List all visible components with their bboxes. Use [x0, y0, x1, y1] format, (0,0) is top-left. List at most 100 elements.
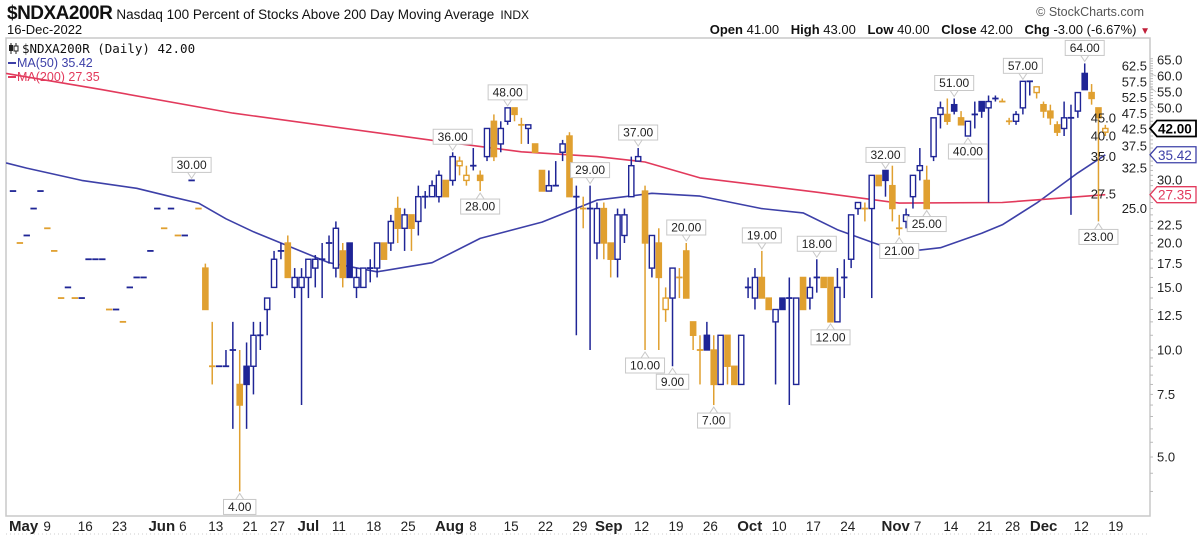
candle — [896, 214, 903, 236]
candle-body — [930, 117, 937, 158]
candle — [607, 242, 614, 278]
candle — [696, 335, 704, 385]
price-annotation: 20.00 — [666, 219, 707, 242]
candle — [497, 121, 505, 153]
y-tick-label: 17.5 — [1157, 256, 1182, 271]
candle — [490, 114, 498, 162]
candle — [305, 258, 312, 299]
annotation-label: 9.00 — [661, 375, 685, 389]
price-marker-box — [1149, 186, 1197, 204]
candle — [772, 308, 779, 385]
candle — [868, 174, 876, 299]
annotation-label: 4.00 — [228, 500, 252, 514]
candle — [662, 287, 669, 322]
price-annotation: 19.00 — [741, 227, 782, 250]
candle — [332, 221, 340, 278]
annotation-box — [618, 124, 659, 141]
annotation-pointer — [709, 406, 719, 414]
annotation-label: 7.00 — [702, 414, 726, 428]
candle — [380, 242, 388, 260]
candle-body — [270, 258, 278, 289]
candle — [373, 242, 381, 278]
high-label: High — [790, 22, 820, 37]
candle-body — [531, 143, 539, 153]
candle — [875, 174, 882, 187]
annotation-label: 51.00 — [939, 76, 969, 90]
candle — [284, 235, 292, 279]
y-tick-label: 32.5 — [1122, 161, 1147, 176]
candle — [229, 321, 237, 429]
candle — [710, 335, 718, 406]
candle-body — [311, 258, 319, 269]
annotation-pointer — [922, 209, 932, 217]
chart-date: 16-Dec-2022 — [7, 22, 83, 37]
candle — [834, 268, 841, 323]
y-tick-label: 60.0 — [1157, 69, 1182, 84]
candle — [524, 124, 532, 144]
candle-body — [950, 103, 958, 112]
candle — [985, 95, 992, 203]
annotation-box — [460, 198, 501, 215]
y-tick-label: 50.0 — [1157, 101, 1182, 116]
annotation-box — [625, 357, 666, 374]
price-marker-label: 42.00 — [1158, 121, 1192, 136]
candle — [428, 180, 436, 198]
candle — [758, 250, 766, 299]
candle-body — [909, 174, 917, 198]
candle — [964, 120, 972, 137]
candle — [483, 127, 491, 162]
y-tick-label: 22.5 — [1157, 217, 1182, 232]
candle — [442, 179, 450, 198]
candle — [559, 139, 566, 162]
annotation-label: 25.00 — [912, 217, 942, 231]
annotation-box — [947, 143, 988, 160]
price-annotation: 48.00 — [487, 84, 528, 107]
price-marker: 35.42 — [1149, 146, 1197, 164]
candle — [346, 242, 353, 279]
annotation-pointer — [187, 172, 197, 180]
candle-body — [854, 201, 862, 210]
candle — [435, 170, 443, 203]
legend-ma200: MA(200) 27.35 — [17, 70, 100, 84]
candle — [676, 268, 683, 299]
annotation-label: 19.00 — [747, 228, 777, 242]
annotation-pointer — [894, 236, 904, 244]
candle — [298, 268, 305, 406]
candle-body — [641, 190, 649, 244]
candle-body — [236, 383, 244, 406]
candle — [353, 268, 360, 299]
y-tick-leader — [1149, 101, 1157, 109]
candle-body — [703, 334, 711, 351]
candle-body — [435, 174, 443, 198]
candle-body — [538, 169, 546, 192]
candle-body — [682, 250, 690, 299]
candle-body — [1040, 103, 1047, 112]
candle — [318, 243, 326, 299]
symbol-description: Nasdaq 100 Percent of Stocks Above 200 D… — [116, 7, 495, 22]
candle — [944, 98, 951, 125]
x-month-label: Aug — [435, 518, 464, 535]
down-arrow-icon: ▼ — [1140, 26, 1150, 37]
candle-body — [868, 174, 876, 210]
candle — [621, 208, 628, 243]
open-value: 41.00 — [746, 22, 780, 37]
y-tick-label: 20.0 — [1157, 236, 1182, 251]
candle-body — [408, 214, 415, 229]
x-day-label: 26 — [703, 519, 718, 534]
candle-body — [655, 242, 663, 279]
candle-body — [724, 334, 731, 367]
y-tick-label: 65.0 — [1157, 53, 1182, 68]
annotation-label: 57.00 — [1008, 59, 1038, 73]
annotation-box — [865, 146, 906, 163]
candle-body — [1012, 113, 1020, 122]
y-tick-label: 42.5 — [1122, 122, 1147, 137]
candle-body — [463, 174, 470, 182]
candle — [799, 276, 807, 311]
x-day-label: 8 — [469, 519, 477, 534]
annotation-pointer — [633, 139, 643, 147]
price-marker-box — [1149, 146, 1197, 164]
candle-body — [710, 349, 718, 386]
x-day-label: 16 — [78, 519, 93, 534]
candle — [641, 185, 649, 350]
x-day-label: 10 — [772, 519, 787, 534]
